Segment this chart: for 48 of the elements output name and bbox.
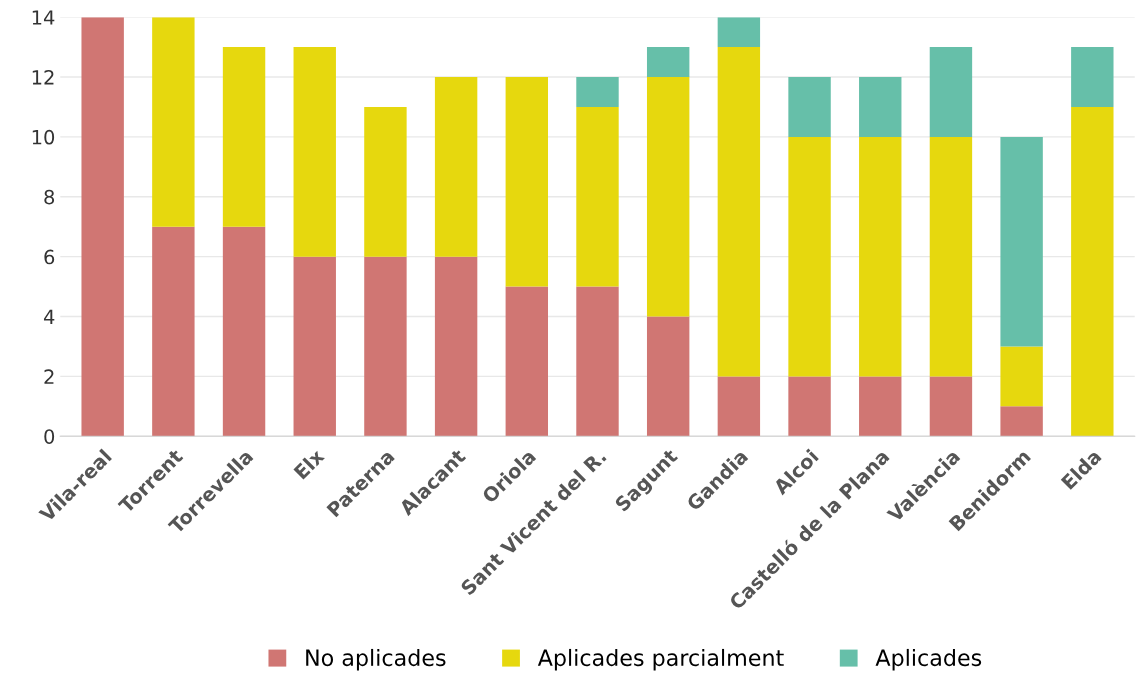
bar [222, 47, 266, 227]
bar [152, 17, 195, 227]
bar [646, 316, 690, 437]
bar [576, 77, 619, 107]
bar [293, 256, 336, 437]
bar [505, 286, 549, 437]
bar [859, 77, 902, 137]
y-tick-label: 8 [44, 189, 55, 205]
legend-label: No aplicades [306, 648, 446, 671]
bar [646, 47, 690, 78]
y-tick-label: 10 [32, 129, 55, 145]
bar [859, 376, 902, 437]
bar [1000, 406, 1043, 437]
bar [152, 226, 195, 437]
bar [788, 376, 831, 437]
bar [434, 77, 478, 257]
bar [717, 17, 761, 48]
y-tick-label: 4 [43, 309, 55, 324]
bar [364, 106, 407, 257]
bar [1071, 106, 1114, 437]
bar [788, 136, 831, 377]
bar [717, 47, 761, 377]
bar [222, 226, 266, 437]
bar [576, 286, 619, 437]
bar [859, 136, 902, 377]
y-tick-label: 12 [32, 70, 54, 85]
legend-label: Aplicades [875, 648, 982, 671]
bar [929, 376, 973, 437]
x-tick-label: Elx [293, 447, 325, 480]
bar [293, 47, 336, 257]
bar [929, 136, 973, 377]
bar [929, 47, 973, 137]
bar [788, 77, 831, 137]
bar [1071, 47, 1114, 107]
legend-label: Aplicades parcialment [537, 648, 784, 671]
bar [364, 256, 407, 437]
y-tick-label: 14 [32, 10, 55, 25]
bar [646, 77, 690, 317]
y-tick-label: 2 [44, 369, 54, 384]
bar [1000, 136, 1043, 347]
bar [576, 106, 619, 287]
bar [717, 376, 761, 437]
bar [1000, 346, 1043, 407]
y-tick-label: 0 [44, 429, 55, 444]
y-tick-label: 6 [44, 249, 55, 265]
bar [505, 77, 549, 287]
bar [434, 256, 478, 437]
bar [81, 17, 124, 437]
